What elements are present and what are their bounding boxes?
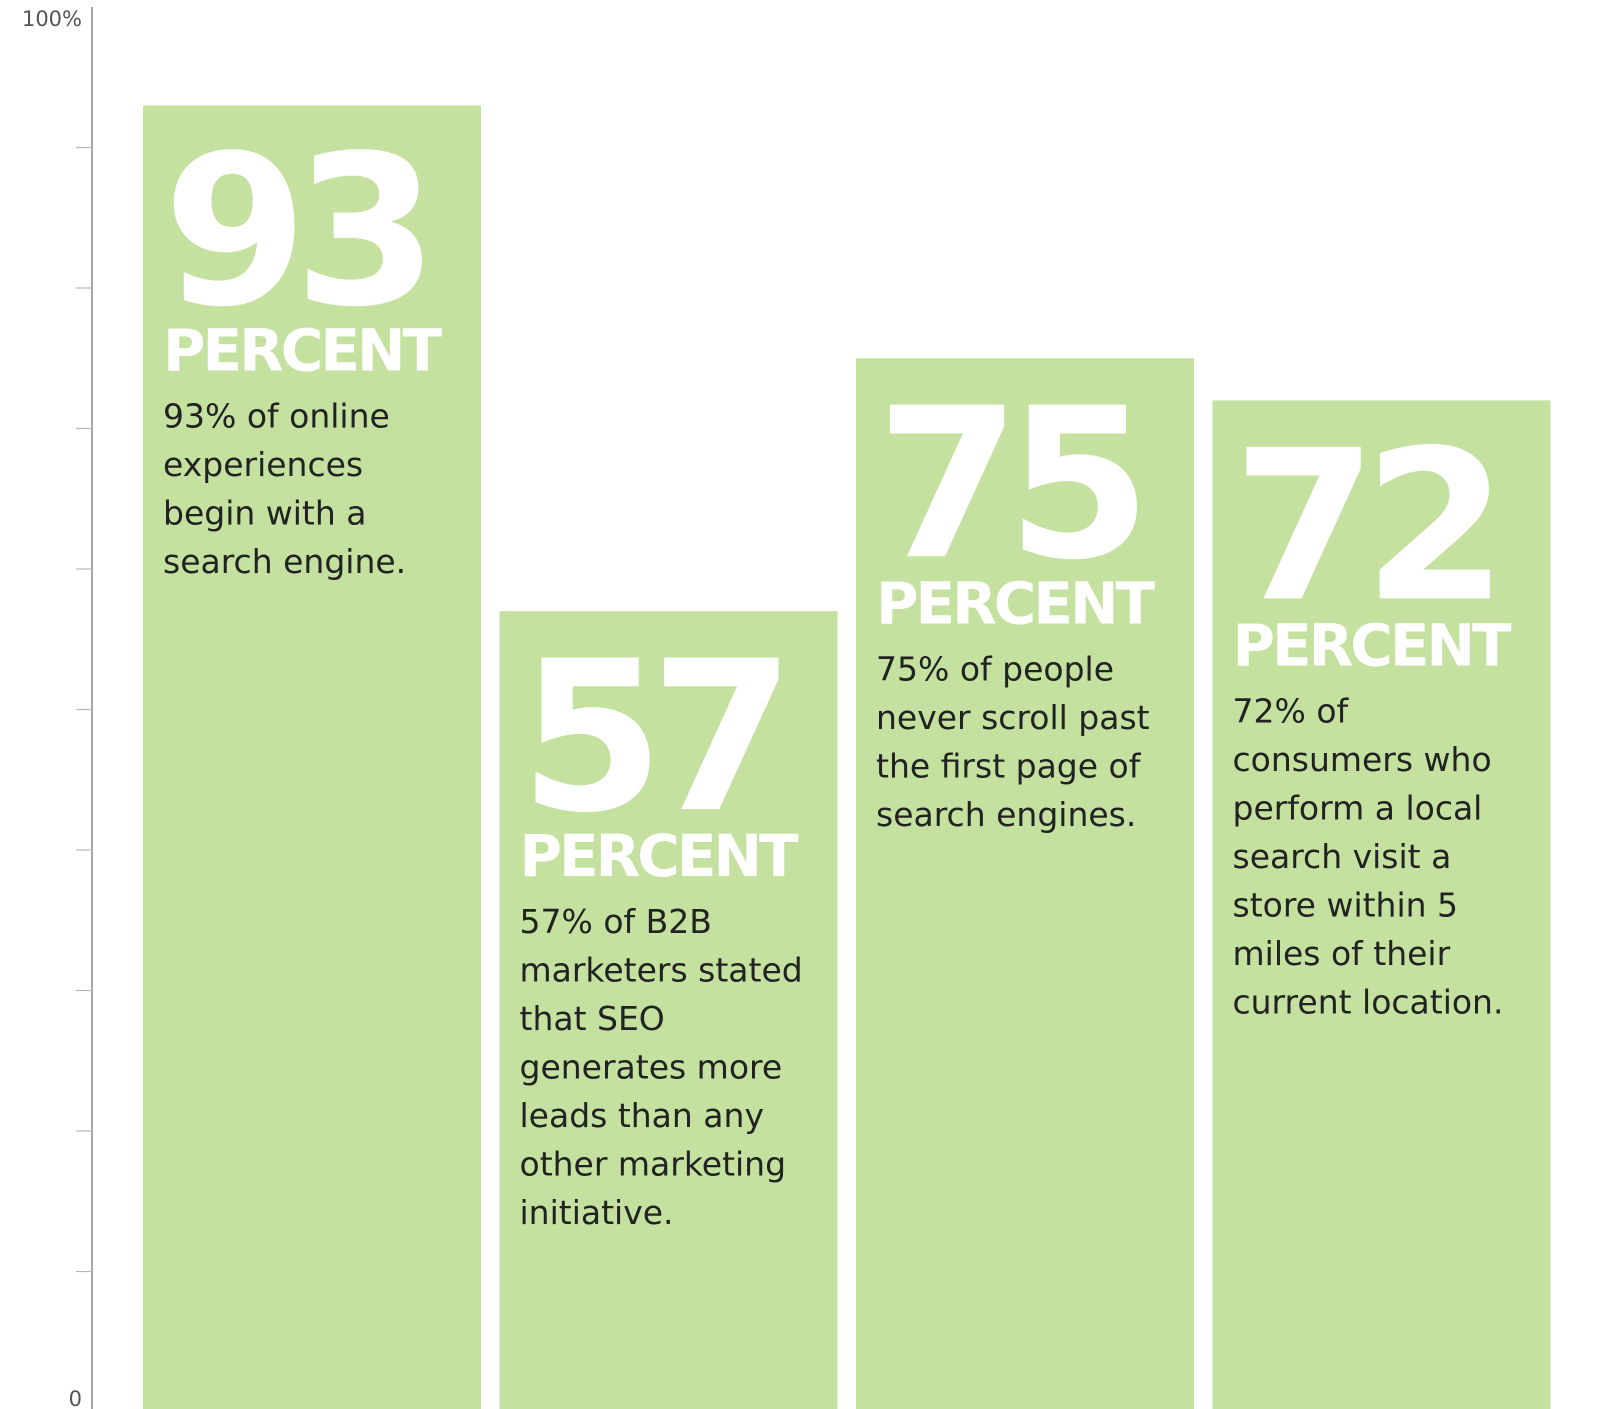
bar-unit-label: PERCENT xyxy=(876,569,1156,637)
bar-description-line: current location. xyxy=(1233,982,1504,1021)
bar-description-line: 72% of xyxy=(1233,691,1350,730)
bar-unit-label: PERCENT xyxy=(1233,611,1513,679)
bar xyxy=(856,358,1194,1409)
bar-description-line: consumers who xyxy=(1233,740,1492,779)
bar-description-line: 93% of online xyxy=(163,396,390,435)
bar-value-label: 93 xyxy=(163,111,424,353)
bar-description-line: 57% of B2B xyxy=(520,902,712,941)
bar-description-line: that SEO xyxy=(520,999,665,1038)
bar xyxy=(143,105,481,1409)
bar-description-line: other marketing xyxy=(520,1145,787,1184)
bar-description-line: store within 5 xyxy=(1233,885,1459,924)
bar-description-line: leads than any xyxy=(520,1096,764,1135)
bar-description-line: 75% of people xyxy=(876,649,1114,688)
y-tick-label-top: 100% xyxy=(22,7,82,31)
bar-description-line: the first page of xyxy=(876,746,1142,785)
y-tick-label-bottom: 0 xyxy=(69,1387,82,1409)
bar-description-line: marketers stated xyxy=(520,951,803,990)
bar xyxy=(499,611,838,1409)
bar-value-label: 75 xyxy=(876,364,1138,606)
bar-unit-label: PERCENT xyxy=(520,822,800,890)
bar-unit-label: PERCENT xyxy=(163,316,443,384)
bar-description-line: search engine. xyxy=(163,542,406,581)
bar-description-line: generates more xyxy=(520,1048,783,1087)
bar-description-line: begin with a xyxy=(163,493,367,532)
y-axis-ticks xyxy=(76,146,92,1273)
bar xyxy=(1212,400,1551,1409)
y-axis: 100% 0 xyxy=(22,7,93,1409)
bar-value-label: 57 xyxy=(520,617,781,859)
bar-description-line: experiences xyxy=(163,445,363,484)
bar-description-line: initiative. xyxy=(520,1193,674,1232)
bar-description-line: never scroll past xyxy=(876,698,1150,737)
bar-value-label: 72 xyxy=(1233,406,1494,648)
bar-description-line: search engines. xyxy=(876,795,1136,834)
bar-description-line: search visit a xyxy=(1233,837,1452,876)
bar-description-line: perform a local xyxy=(1233,788,1483,827)
bar-description-line: miles of their xyxy=(1233,934,1451,973)
